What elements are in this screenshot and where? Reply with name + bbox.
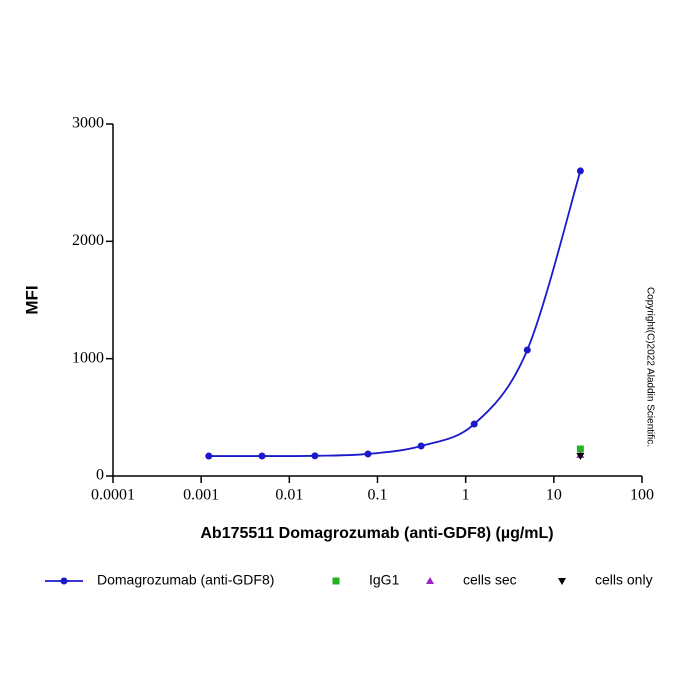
y-tick-label: 2000 [72,232,104,249]
legend-marker [426,577,434,584]
data-point [258,452,266,460]
data-point [417,442,425,450]
x-axis-label: Ab175511 Domagrozumab (anti-GDF8) (µg/mL… [200,525,553,542]
x-tick-label: 0.0001 [91,487,135,504]
data-point [311,452,319,460]
data-point [576,453,585,461]
legend-label: Domagrozumab (anti-GDF8) [97,572,274,588]
legend-label: IgG1 [369,572,400,588]
data-point [576,167,584,175]
data-point [205,452,213,460]
data-point [470,420,478,428]
x-tick-label: 0.001 [183,487,219,504]
copyright: Copyright(C)2022 Aladdin Scientific. [644,287,655,447]
legend-marker [60,577,68,585]
x-tick-label: 0.1 [368,487,388,504]
y-tick-label: 3000 [72,115,104,132]
x-tick-label: 10 [546,487,562,504]
legend-marker [332,577,340,585]
legend-marker [558,578,566,585]
y-tick-label: 1000 [72,349,104,366]
y-tick-label: 0 [96,467,104,484]
series-line [208,170,582,457]
x-tick-label: 1 [462,487,470,504]
y-axis-label: MFI [22,285,41,314]
legend-label: cells sec [463,572,517,588]
data-point [364,450,372,458]
data-point [523,346,531,354]
x-tick-label: 0.01 [275,487,303,504]
legend-label: cells only [595,572,653,588]
data-point [576,445,584,453]
x-tick-label: 100 [630,487,654,504]
